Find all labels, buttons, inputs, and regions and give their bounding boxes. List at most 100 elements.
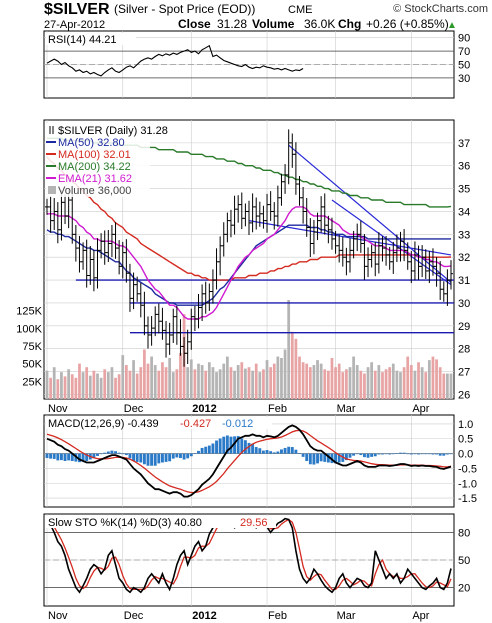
macd-histogram-bar xyxy=(200,447,204,454)
volume-bar xyxy=(233,370,236,399)
macd-histogram-bar xyxy=(193,453,197,454)
volume-bar xyxy=(45,370,49,399)
macd-histogram-bar xyxy=(70,453,74,461)
volume-bar xyxy=(204,370,208,399)
volume-bar xyxy=(381,372,384,399)
macd-histogram-bar xyxy=(344,453,348,461)
volume-bar xyxy=(312,365,316,399)
volume-bar xyxy=(373,370,377,399)
volume-bar xyxy=(276,356,280,399)
macd-histogram-bar xyxy=(153,453,157,466)
macd-tick-label: 0.5 xyxy=(458,434,473,446)
macd-histogram-bar xyxy=(59,453,63,461)
price-x-label: Dec xyxy=(124,403,144,415)
price-x-label: Nov xyxy=(48,403,68,415)
volume-bar xyxy=(67,369,71,399)
rsi-tick-label: 30 xyxy=(458,73,470,85)
volume-bar xyxy=(251,370,254,399)
volume-bar xyxy=(168,357,172,399)
macd-chart: 1.0 0.5 0.0 -0.5 -1.0 -1.5 MACD(12,26,9) -0.43… xyxy=(44,415,477,507)
volume-bar xyxy=(352,356,355,399)
volume-bar xyxy=(135,373,139,399)
price-tick-label: 26 xyxy=(458,389,470,401)
volume-bar xyxy=(56,379,60,399)
volume-bar xyxy=(60,372,63,399)
stochastic-d-line xyxy=(46,518,452,591)
stochastic-k-line xyxy=(46,517,452,594)
volume-bar xyxy=(326,370,330,399)
chg-value: +0.26 (+0.85%) xyxy=(366,17,449,31)
stochastic-legend-d: 29.56 xyxy=(240,517,268,529)
macd-histogram-bar xyxy=(305,453,309,461)
trendline xyxy=(288,144,452,283)
macd-histogram-bar xyxy=(63,453,67,461)
macd-tick-label: -0.5 xyxy=(458,463,477,475)
macd-histogram-bar xyxy=(319,453,323,462)
volume-bar xyxy=(348,367,352,399)
volume-bar xyxy=(175,369,179,399)
volume-bar xyxy=(106,372,110,399)
close-label: Close xyxy=(178,17,211,31)
volume-bar xyxy=(164,367,168,399)
macd-histogram-bar xyxy=(427,453,431,455)
volume-value: 36.0K xyxy=(304,17,335,31)
volume-bar xyxy=(334,367,337,399)
macd-histogram-bar xyxy=(424,453,428,455)
volume-bar xyxy=(117,374,121,399)
macd-histogram-bar xyxy=(406,453,410,455)
volume-tick-label: 25K xyxy=(22,376,42,388)
volume-bar xyxy=(200,365,204,399)
volume-bar xyxy=(377,365,381,399)
volume-bar xyxy=(124,365,128,399)
macd-histogram-bar xyxy=(337,453,341,463)
volume-bar xyxy=(128,370,132,399)
macd-tick-label: 0.0 xyxy=(458,449,473,461)
macd-histogram-bar xyxy=(110,450,114,454)
volume-bar xyxy=(424,372,428,399)
chg-label: Chg xyxy=(338,17,361,31)
stochastic-tick-label: 80 xyxy=(458,527,470,539)
date-label: 27-Apr-2012 xyxy=(44,19,105,31)
macd-histogram-bar xyxy=(150,453,154,466)
volume-bar xyxy=(153,365,157,399)
volume-bar xyxy=(110,367,114,399)
macd-histogram-bar xyxy=(171,453,175,459)
volume-bar xyxy=(420,367,424,399)
macd-histogram-bar xyxy=(370,453,374,457)
price-chart: 26 27 28 29 30 31 32 33 34 35 36 37 125K 100K 75K 50K 25… xyxy=(16,120,470,415)
macd-histogram-bar xyxy=(222,436,226,454)
macd-panel xyxy=(43,414,455,508)
macd-histogram-bar xyxy=(265,450,269,454)
price-tick-label: 33 xyxy=(458,229,470,241)
macd-histogram-bar xyxy=(258,448,262,454)
macd-tick-label: -1.5 xyxy=(458,493,477,505)
volume-bar xyxy=(96,373,99,399)
volume-bar xyxy=(409,365,413,399)
volume-tick-label: 75K xyxy=(22,341,42,353)
legend-volume-icon xyxy=(48,186,56,194)
volume-bar xyxy=(366,367,370,399)
macd-histogram-bar xyxy=(218,438,222,454)
price-tick-label: 37 xyxy=(458,138,470,150)
macd-histogram-bar xyxy=(146,453,150,466)
price-tick-label: 32 xyxy=(458,252,470,264)
volume-bar xyxy=(99,377,103,399)
chg-up-arrow-icon: ▲ xyxy=(447,20,457,31)
volume-bar xyxy=(345,369,348,399)
macd-histogram-bar xyxy=(99,453,103,455)
macd-histogram-bar xyxy=(359,453,363,456)
rsi-line xyxy=(46,44,304,77)
macd-histogram-bar xyxy=(135,453,139,462)
volume-bar xyxy=(92,370,96,399)
macd-histogram-bar xyxy=(85,453,89,461)
price-x-label: Apr xyxy=(412,403,429,415)
price-tick-label: 34 xyxy=(458,206,470,218)
volume-bar xyxy=(272,363,276,399)
credit-text[interactable]: © StockCharts.com xyxy=(393,3,488,15)
price-tick-label: 30 xyxy=(458,298,470,310)
macd-histogram-bar xyxy=(211,443,215,454)
volume-bar xyxy=(132,360,135,399)
volume-bar xyxy=(254,363,258,399)
macd-histogram-bar xyxy=(96,453,99,456)
volume-bar xyxy=(298,356,301,399)
